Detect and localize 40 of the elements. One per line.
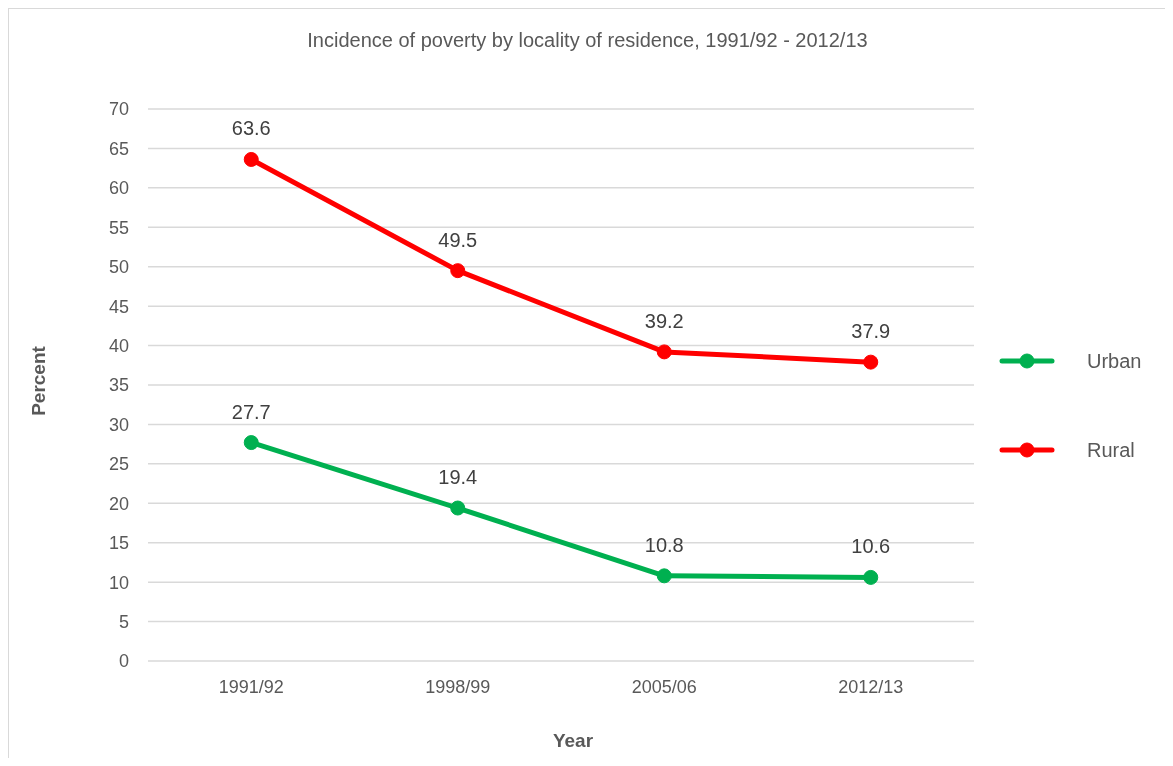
legend-label: Urban xyxy=(1087,349,1142,373)
y-tick-label: 65 xyxy=(108,138,129,159)
y-axis-title: Percent xyxy=(28,346,50,416)
y-tick-label: 30 xyxy=(108,414,129,435)
point xyxy=(863,569,879,585)
point xyxy=(863,354,879,370)
data-label: 37.9 xyxy=(851,320,891,343)
x-tick-label: 2012/13 xyxy=(838,676,904,697)
y-tick-label: 10 xyxy=(108,572,129,593)
y-tick-label: 70 xyxy=(108,99,129,120)
data-label: 10.8 xyxy=(644,533,684,556)
y-tick-label: 50 xyxy=(108,257,129,278)
y-tick-label: 45 xyxy=(108,296,129,317)
data-label: 19.4 xyxy=(438,466,478,489)
x-axis-title: Year xyxy=(552,730,594,752)
data-label: 39.2 xyxy=(644,309,684,332)
legend-label: Rural xyxy=(1087,438,1135,462)
y-tick-label: 0 xyxy=(118,651,129,672)
y-tick-label: 20 xyxy=(108,493,129,514)
y-tick-label: 40 xyxy=(108,335,129,356)
data-label: 63.6 xyxy=(231,117,271,140)
x-tick-label: 1991/92 xyxy=(218,676,284,697)
data-label: 10.6 xyxy=(851,535,891,558)
y-tick-label: 55 xyxy=(108,217,129,238)
x-tick-label: 2005/06 xyxy=(631,676,697,697)
y-tick-label: 35 xyxy=(108,375,129,396)
point xyxy=(243,435,259,451)
data-label: 49.5 xyxy=(438,228,478,251)
data-label: 27.7 xyxy=(231,400,271,423)
point xyxy=(450,500,466,516)
y-tick-label: 25 xyxy=(108,454,129,475)
y-tick-label: 5 xyxy=(118,611,129,632)
point xyxy=(450,263,466,279)
point xyxy=(243,151,259,167)
y-tick-label: 60 xyxy=(108,178,129,199)
point xyxy=(656,344,672,360)
x-tick-label: 1998/99 xyxy=(425,676,491,697)
chart-title: Incidence of poverty by locality of residence, 1991/92 - 2012/13 xyxy=(306,29,869,52)
point xyxy=(656,568,672,584)
y-tick-label: 15 xyxy=(108,533,129,554)
